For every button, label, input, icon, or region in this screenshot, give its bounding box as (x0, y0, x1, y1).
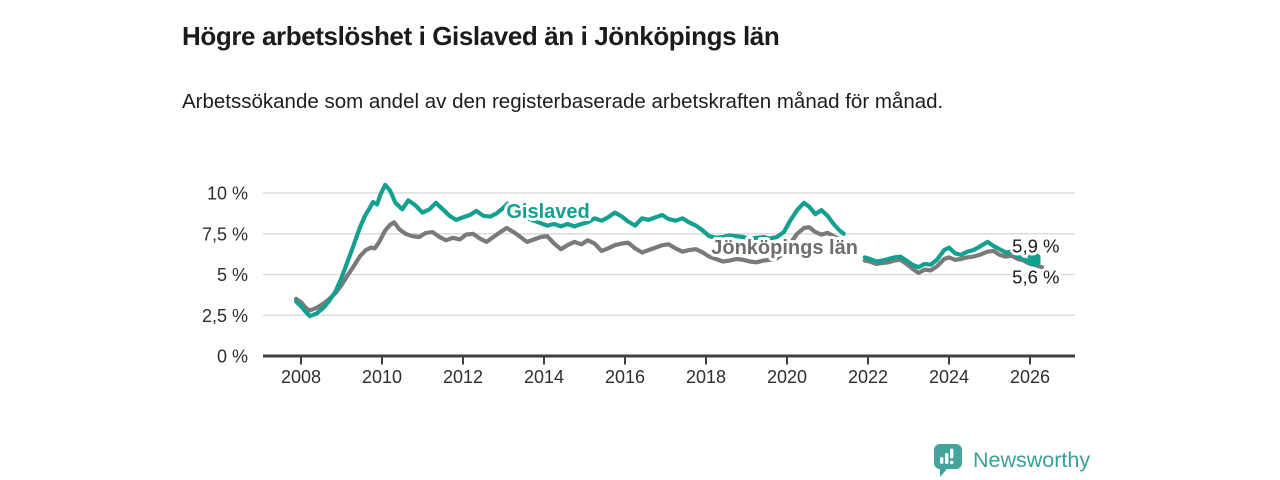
end-value-label-gislaved: 5,9 % (1012, 235, 1059, 256)
x-tick-label: 2012 (443, 367, 483, 387)
series-label-j-nk-pings-l-n: Jönköpings län (711, 237, 858, 259)
speech-bubble-bar-chart-icon (934, 444, 962, 477)
end-marker-gislaved (1027, 253, 1041, 267)
x-tick-label: 2020 (767, 367, 807, 387)
x-tick-label: 2014 (524, 367, 564, 387)
end-value-label-j-nk-pings-l-n: 5,6 % (1012, 266, 1059, 287)
x-tick-label: 2008 (281, 367, 321, 387)
line-gislaved (862, 239, 1037, 270)
x-tick-label: 2022 (848, 367, 888, 387)
newsworthy-logo[interactable]: Newsworthy (933, 443, 1090, 477)
x-tick-label: 2024 (929, 367, 969, 387)
y-tick-label: 5 % (217, 265, 248, 285)
y-tick-label: 10 % (207, 184, 248, 204)
y-tick-label: 7,5 % (202, 224, 248, 244)
series-label-gislaved: Gislaved (506, 201, 589, 223)
line-j-nk-pings-l-n (294, 220, 846, 313)
x-tick-label: 2026 (1010, 367, 1050, 387)
y-tick-label: 2,5 % (202, 306, 248, 326)
brand-name: Newsworthy (973, 447, 1091, 472)
x-tick-label: 2010 (362, 367, 402, 387)
page-subtitle: Arbetssökande som andel av den registerb… (182, 89, 944, 113)
line-gislaved (294, 182, 846, 319)
page-title: Högre arbetslöshet i Gislaved än i Jönkö… (182, 21, 780, 52)
line-j-nk-pings-l-n (862, 248, 1045, 275)
x-tick-label: 2016 (605, 367, 645, 387)
y-tick-label: 0 % (217, 347, 248, 367)
x-tick-label: 2018 (686, 367, 726, 387)
